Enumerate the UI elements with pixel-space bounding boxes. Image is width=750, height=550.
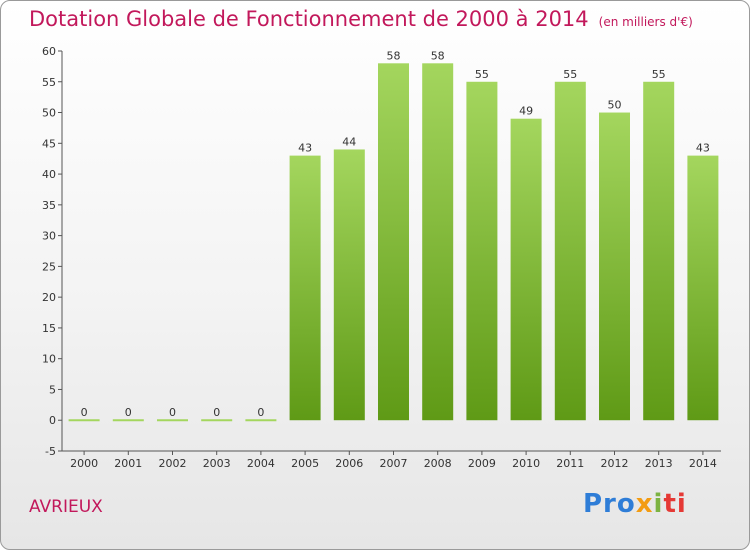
bar	[466, 81, 498, 421]
y-tick-label: 50	[42, 107, 56, 120]
logo-part-3: i	[653, 489, 664, 519]
y-tick-label: 20	[42, 291, 56, 304]
bar	[554, 81, 586, 421]
x-tick-label: 2001	[114, 457, 142, 470]
y-tick-label: 55	[42, 76, 56, 89]
x-tick-label: 2009	[468, 457, 496, 470]
y-tick-label: 5	[49, 383, 56, 396]
bar	[333, 149, 365, 421]
y-tick-label: 15	[42, 322, 56, 335]
proxiti-logo[interactable]: Proxiti	[583, 489, 687, 519]
value-label: 55	[475, 68, 489, 81]
x-tick-label: 2013	[645, 457, 673, 470]
y-tick-label: -5	[45, 445, 56, 458]
bar	[599, 112, 630, 421]
x-tick-label: 2005	[291, 457, 319, 470]
chart-title-text: Dotation Globale de Fonctionnement de 20…	[29, 7, 589, 31]
value-label: 55	[563, 68, 577, 81]
chart-subtitle: (en milliers d'€)	[598, 15, 693, 29]
y-tick-label: 45	[42, 137, 56, 150]
x-tick-label: 2011	[556, 457, 584, 470]
x-tick-label: 2008	[424, 457, 452, 470]
chart-title: Dotation Globale de Fonctionnement de 20…	[29, 7, 693, 31]
axes: -5 0 5 10 15 20 25 30 35 40 45 50 55 60 2000 2001 2002 20…	[42, 45, 721, 470]
value-label: 49	[519, 105, 533, 118]
logo-part-2: x	[635, 489, 654, 519]
value-label: 43	[696, 142, 710, 155]
bar	[687, 155, 719, 421]
bars	[68, 63, 719, 422]
x-tick-label: 2014	[689, 457, 717, 470]
value-label: 0	[257, 406, 264, 419]
x-tick-label: 2003	[203, 457, 231, 470]
y-tick-label: 0	[49, 414, 56, 427]
value-label: 55	[652, 68, 666, 81]
bar	[422, 63, 454, 421]
bar	[378, 63, 409, 421]
logo-part-4: ti	[663, 489, 687, 519]
y-tick-label: 30	[42, 230, 56, 243]
value-label: 0	[125, 406, 132, 419]
x-tick-label: 2002	[159, 457, 187, 470]
value-labels: 0 0 0 0 0 43 44 58 58 55 49 55 50 55 43	[81, 49, 710, 419]
value-label: 50	[608, 99, 622, 112]
bar	[510, 118, 542, 421]
value-label: 58	[387, 49, 401, 62]
bar	[643, 81, 675, 421]
x-tick-label: 2000	[70, 457, 98, 470]
value-label: 58	[431, 49, 445, 62]
commune-name: AVRIEUX	[29, 497, 103, 517]
y-tick-label: 35	[42, 199, 56, 212]
x-tick-label: 2004	[247, 457, 275, 470]
value-label: 44	[342, 135, 356, 148]
x-tick-label: 2010	[512, 457, 540, 470]
y-tick-label: 25	[42, 260, 56, 273]
x-tick-label: 2012	[601, 457, 629, 470]
x-tick-label: 2007	[380, 457, 408, 470]
y-tick-label: 40	[42, 168, 56, 181]
value-label: 0	[81, 406, 88, 419]
y-tick-label: 10	[42, 353, 56, 366]
bar	[289, 155, 321, 421]
value-label: 0	[169, 406, 176, 419]
logo-part-1: Pro	[583, 489, 636, 519]
x-tick-label: 2006	[335, 457, 363, 470]
value-label: 43	[298, 142, 312, 155]
y-tick-label: 60	[42, 45, 56, 58]
value-label: 0	[213, 406, 220, 419]
